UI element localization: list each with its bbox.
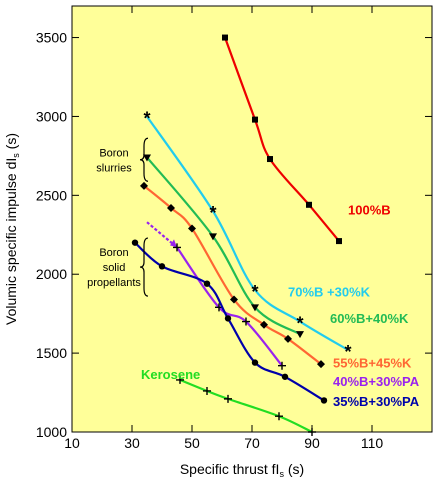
group-annotation: Boron solid propellants	[87, 237, 149, 297]
data-point	[242, 317, 250, 326]
group-label-line: Boron	[99, 147, 128, 159]
x-tick-label: 30	[124, 435, 140, 451]
data-point	[203, 386, 211, 395]
data-point	[173, 243, 181, 252]
data-point	[224, 315, 232, 322]
data-point	[158, 263, 166, 270]
data-point	[131, 239, 139, 246]
data-point	[188, 224, 196, 233]
data-point	[224, 394, 232, 403]
data-point	[209, 233, 217, 241]
series-label: 55%B+45%K	[333, 355, 412, 370]
data-point	[260, 320, 268, 329]
data-point	[251, 304, 259, 312]
series-line	[146, 115, 349, 351]
x-tick-label: 10	[64, 435, 80, 451]
data-point	[143, 154, 151, 162]
series-35%B+30%PA: 35%B+30%PA	[131, 239, 420, 409]
x-tick-label: 110	[361, 435, 384, 451]
y-tick-label: 2000	[36, 266, 67, 282]
y-axis-title: Volumic specific impulse dIs (s)	[3, 133, 21, 325]
data-point	[308, 428, 316, 436]
group-label-line: slurries	[96, 162, 132, 174]
data-point	[281, 373, 289, 380]
data-point	[203, 280, 211, 287]
data-point: *	[143, 108, 150, 128]
group-label-line: Boron	[99, 247, 128, 259]
series-label: Kerosene	[141, 367, 200, 382]
x-tick-label: 50	[184, 435, 200, 451]
series-55%B+45%K: 55%B+45%K	[140, 181, 412, 370]
data-point	[278, 361, 286, 370]
data-point	[284, 334, 292, 343]
series-label: 100%B	[348, 202, 391, 217]
data-point	[230, 295, 238, 304]
series-label: 60%B+40%K	[330, 311, 409, 326]
data-point	[252, 116, 258, 123]
series-Kerosene: Kerosene	[141, 367, 316, 436]
x-tick-label: 90	[304, 435, 320, 451]
series-label: 40%B+30%PA	[333, 374, 420, 389]
arrowhead	[170, 239, 177, 248]
series-line	[176, 246, 283, 367]
y-tick-label: 1000	[36, 424, 67, 440]
data-point: *	[251, 282, 258, 302]
series-60%B+40%K: 60%B+40%K	[143, 154, 409, 339]
data-point	[251, 359, 259, 366]
data-point	[140, 181, 148, 190]
data-point	[167, 203, 175, 212]
data-point	[336, 238, 342, 245]
series-100%B: 100%B	[222, 34, 391, 245]
y-tick-label: 2500	[36, 187, 67, 203]
group-brace	[139, 137, 149, 182]
data-point: *	[209, 203, 216, 223]
series-label: 35%B+30%PA	[333, 394, 420, 409]
data-point	[267, 156, 273, 163]
series-70%B +30%K: * * * * * 70%B +30%K	[143, 108, 370, 362]
x-axis-title: Specific thrust fIs (s)	[180, 461, 304, 479]
y-tick-label: 3500	[36, 30, 67, 46]
series-line	[146, 156, 301, 336]
data-point	[275, 412, 283, 421]
data-point	[296, 331, 304, 339]
group-annotation: Boron slurries	[96, 137, 149, 182]
data-point	[317, 360, 325, 369]
group-brace	[139, 237, 149, 297]
series-40%B+30%PA: 40%B+30%PA	[146, 221, 420, 389]
x-tick-label: 70	[244, 435, 260, 451]
data-point: *	[344, 342, 351, 362]
group-label-line: propellants	[87, 277, 141, 289]
group-label-line: solid	[103, 262, 126, 274]
y-tick-label: 3000	[36, 108, 67, 124]
data-point	[320, 397, 328, 404]
data-point	[222, 34, 228, 41]
data-point: *	[296, 314, 303, 334]
data-point	[176, 375, 184, 384]
series-label: 70%B +30%K	[288, 284, 371, 299]
plot-area	[71, 5, 433, 433]
y-tick-label: 1500	[36, 345, 67, 361]
data-point	[306, 201, 312, 208]
